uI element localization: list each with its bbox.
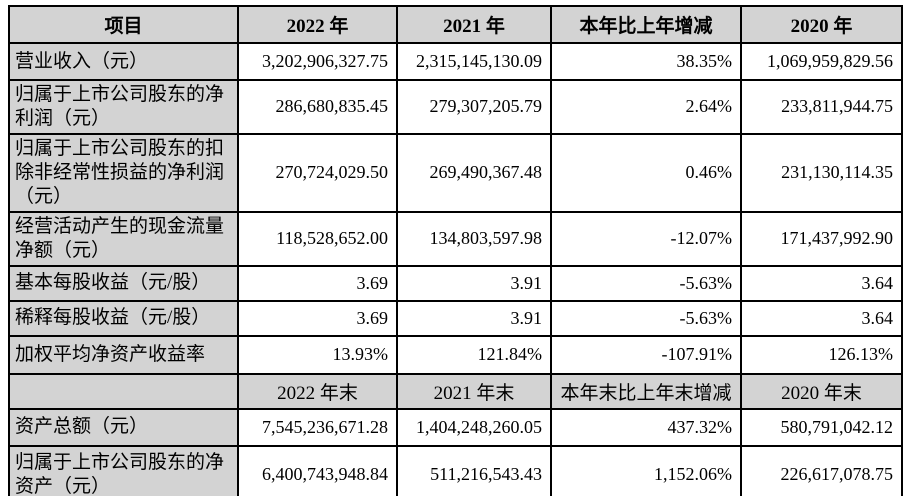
row-label: 加权平均净资产收益率 [8, 334, 239, 375]
table-row-revenue: 营业收入（元） 3,202,906,327.75 2,315,145,130.0… [8, 42, 903, 81]
value-cell: 13.93% [237, 334, 398, 375]
table-row-total-assets: 资产总额（元） 7,545,236,671.28 1,404,248,260.0… [8, 407, 903, 447]
value-cell: 118,528,652.00 [237, 210, 398, 267]
row-label: 经营活动产生的现金流量净额（元） [8, 210, 239, 267]
value-cell: 437.32% [550, 407, 742, 447]
value-cell: 3.91 [396, 299, 552, 337]
value-cell: -12.07% [550, 210, 742, 267]
value-cell: 269,490,367.48 [396, 132, 552, 213]
value-cell: 233,811,944.75 [740, 79, 903, 135]
table-row-diluted-eps: 稀释每股收益（元/股） 3.69 3.91 -5.63% 3.64 [8, 299, 903, 337]
header-year-2022: 2022 年 [237, 5, 398, 44]
subheader-item [8, 372, 239, 410]
value-cell: 286,680,835.45 [237, 79, 398, 135]
row-label: 归属于上市公司股东的净资产（元） [8, 444, 239, 496]
header-yoy-change: 本年比上年增减 [550, 5, 742, 44]
table-row-weighted-avg-roe: 加权平均净资产收益率 13.93% 121.84% -107.91% 126.1… [8, 334, 903, 375]
table-row-net-assets: 归属于上市公司股东的净资产（元） 6,400,743,948.84 511,21… [8, 444, 903, 496]
value-cell: -107.91% [550, 334, 742, 375]
value-cell: 2.64% [550, 79, 742, 135]
value-cell: 0.46% [550, 132, 742, 213]
row-label: 归属于上市公司股东的净利润（元） [8, 79, 239, 135]
value-cell: 2,315,145,130.09 [396, 42, 552, 81]
value-cell: 6,400,743,948.84 [237, 444, 398, 496]
subheader-eoy-change: 本年末比上年末增减 [550, 372, 742, 410]
value-cell: 3.64 [740, 299, 903, 337]
header-item: 项目 [8, 5, 239, 44]
value-cell: 3.69 [237, 264, 398, 302]
value-cell: 3.64 [740, 264, 903, 302]
value-cell: 231,130,114.35 [740, 132, 903, 213]
table-header-row: 项目 2022 年 2021 年 本年比上年增减 2020 年 [8, 5, 903, 44]
value-cell: 3.91 [396, 264, 552, 302]
value-cell: 3.69 [237, 299, 398, 337]
value-cell: 226,617,078.75 [740, 444, 903, 496]
value-cell: 3,202,906,327.75 [237, 42, 398, 81]
subheader-eoy-2022: 2022 年末 [237, 372, 398, 410]
table-row-basic-eps: 基本每股收益（元/股） 3.69 3.91 -5.63% 3.64 [8, 264, 903, 302]
financial-summary-table: 项目 2022 年 2021 年 本年比上年增减 2020 年 营业收入（元） … [8, 5, 903, 496]
value-cell: 126.13% [740, 334, 903, 375]
row-label: 营业收入（元） [8, 42, 239, 81]
table-row-operating-cash-flow: 经营活动产生的现金流量净额（元） 118,528,652.00 134,803,… [8, 210, 903, 267]
value-cell: 511,216,543.43 [396, 444, 552, 496]
table-row-net-profit-excl-nonrecurring: 归属于上市公司股东的扣除非经常性损益的净利润（元） 270,724,029.50… [8, 132, 903, 213]
row-label: 稀释每股收益（元/股） [8, 299, 239, 337]
header-year-2020: 2020 年 [740, 5, 903, 44]
value-cell: 7,545,236,671.28 [237, 407, 398, 447]
table-subheader-row: 2022 年末 2021 年末 本年末比上年末增减 2020 年末 [8, 372, 903, 410]
value-cell: 270,724,029.50 [237, 132, 398, 213]
value-cell: -5.63% [550, 299, 742, 337]
value-cell: 279,307,205.79 [396, 79, 552, 135]
subheader-eoy-2020: 2020 年末 [740, 372, 903, 410]
header-year-2021: 2021 年 [396, 5, 552, 44]
value-cell: -5.63% [550, 264, 742, 302]
table-row-net-profit: 归属于上市公司股东的净利润（元） 286,680,835.45 279,307,… [8, 79, 903, 135]
value-cell: 38.35% [550, 42, 742, 81]
value-cell: 1,069,959,829.56 [740, 42, 903, 81]
row-label: 资产总额（元） [8, 407, 239, 447]
value-cell: 1,404,248,260.05 [396, 407, 552, 447]
value-cell: 171,437,992.90 [740, 210, 903, 267]
row-label: 归属于上市公司股东的扣除非经常性损益的净利润（元） [8, 132, 239, 213]
value-cell: 1,152.06% [550, 444, 742, 496]
value-cell: 580,791,042.12 [740, 407, 903, 447]
row-label: 基本每股收益（元/股） [8, 264, 239, 302]
value-cell: 134,803,597.98 [396, 210, 552, 267]
subheader-eoy-2021: 2021 年末 [396, 372, 552, 410]
value-cell: 121.84% [396, 334, 552, 375]
